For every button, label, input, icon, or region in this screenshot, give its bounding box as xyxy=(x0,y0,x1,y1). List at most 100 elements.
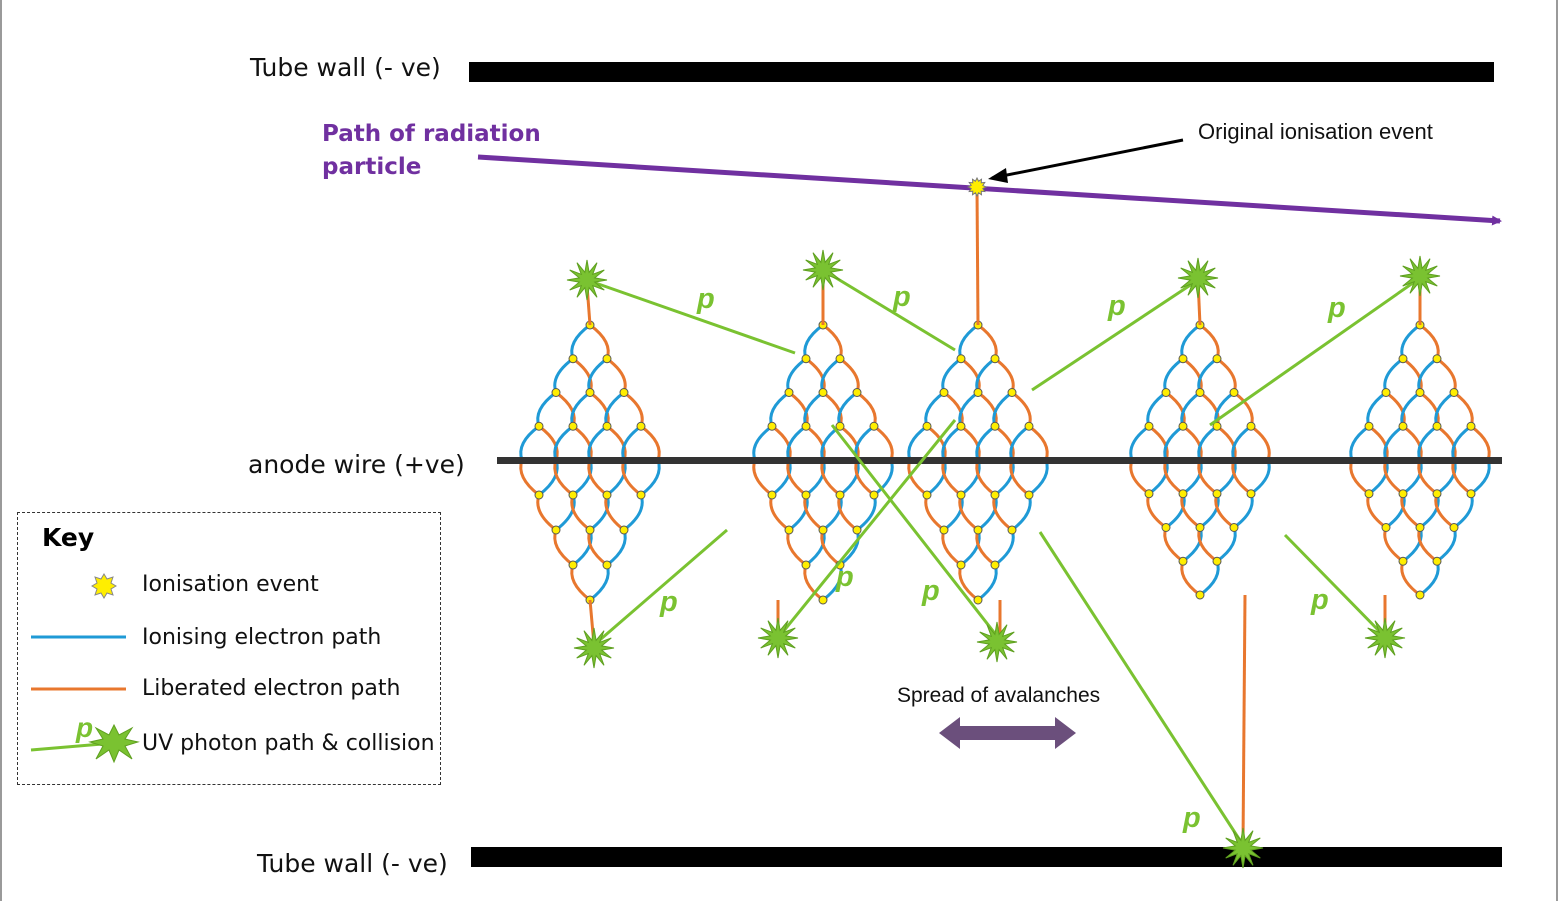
original-ionisation-event-dot xyxy=(966,176,988,198)
ionisation-event-dot xyxy=(1144,489,1154,499)
ionising-electron-path xyxy=(1453,493,1474,529)
ionisation-event-dot xyxy=(1212,489,1222,499)
ionisation-event-dot xyxy=(1246,421,1256,431)
ionisation-event-dot xyxy=(585,525,595,535)
ionisation-event-dot xyxy=(1432,556,1442,566)
ionisation-event-dot xyxy=(1178,556,1188,566)
ionisation-event-dot xyxy=(551,388,561,397)
ionising-electron-path xyxy=(1470,459,1491,495)
ionisation-event-dot xyxy=(784,388,794,397)
ionisation-event-dot xyxy=(619,388,629,397)
photon-label: p xyxy=(1108,290,1126,322)
ionising-electron-path xyxy=(1216,526,1237,563)
ionisation-event-dot xyxy=(551,525,561,535)
ionisation-event-dot xyxy=(568,354,578,364)
ionisation-event-dot xyxy=(602,421,612,431)
ionisation-event-dot xyxy=(1161,388,1171,397)
ionising-electron-path xyxy=(1011,494,1032,532)
ionisation-event-dot xyxy=(801,421,811,431)
ionisation-event-dot xyxy=(1161,523,1171,532)
photon-label: p xyxy=(697,283,715,315)
uv-collision-star xyxy=(566,259,608,301)
liberated-electron-path xyxy=(589,323,610,360)
photon-label: p xyxy=(1311,584,1329,616)
liberated-electron-path xyxy=(1146,493,1167,529)
ionisation-event-dot xyxy=(1381,523,1391,532)
liberated-electron-path xyxy=(1366,493,1387,529)
ionising-electron-path xyxy=(1250,459,1271,495)
ionisation-event-dot xyxy=(818,525,828,535)
spread-arrow xyxy=(939,717,1076,749)
ionisation-event-dot xyxy=(1178,421,1188,431)
ionisation-event-dot xyxy=(956,560,966,570)
liberated-electron-path xyxy=(1436,357,1457,394)
ionisation-event-dot xyxy=(973,525,983,535)
key-box: Key p Ionisation event Ionising electron… xyxy=(17,512,441,785)
original-event-pointer xyxy=(991,138,1184,180)
ionisation-event-dot xyxy=(1007,388,1017,397)
ionisation-event-dot xyxy=(1364,421,1374,431)
ionising-electron-path xyxy=(977,564,998,602)
ionisation-event-dot xyxy=(1144,421,1154,431)
ionisation-event-dot xyxy=(602,560,612,570)
ionising-electron-path xyxy=(570,323,591,360)
ionisation-event-dot xyxy=(922,490,932,500)
ionisation-event-dot xyxy=(990,354,1000,364)
ionising-electron-path xyxy=(1366,391,1387,427)
ionising-electron-path xyxy=(1028,459,1049,497)
liberated-electron-path xyxy=(856,391,877,427)
ionising-electron-path xyxy=(1383,357,1404,394)
ionisation-event-dot xyxy=(767,421,777,431)
original-event xyxy=(966,138,1184,198)
ionising-electron-path xyxy=(994,529,1015,567)
ionising-electron-path xyxy=(769,391,790,427)
uv-collision-star xyxy=(1399,255,1441,297)
ionisation-event-dot xyxy=(568,421,578,431)
liberated-electron-path xyxy=(873,425,894,461)
radiation-path-label-line2: particle xyxy=(322,154,422,180)
ionisation-event-dot xyxy=(835,490,845,500)
tube-wall-bottom xyxy=(471,847,1502,867)
ionising-electron-path xyxy=(623,494,644,532)
uv-photon-path xyxy=(830,424,1002,641)
avalanche xyxy=(907,320,1049,605)
liberated-electron-path xyxy=(1250,425,1271,461)
ionisation-event-dot xyxy=(1212,421,1222,431)
liberated-electron-path xyxy=(924,494,945,532)
ionisation-event-dot xyxy=(636,490,646,500)
ionisation-event-dot xyxy=(990,560,1000,570)
ionisation-event-dot xyxy=(1178,489,1188,499)
uv-photon-path xyxy=(586,278,796,355)
photon-label: p xyxy=(1328,292,1346,324)
ionising-electron-path xyxy=(958,323,979,360)
key-label-ionising-path: Ionising electron path xyxy=(142,625,382,650)
radiation-path-label: Path of radiation particle xyxy=(322,118,541,184)
ionising-electron-path xyxy=(1400,323,1421,360)
liberated-electron-path xyxy=(1241,594,1247,846)
liberated-electron-path xyxy=(1129,459,1150,495)
ionising-electron-path xyxy=(536,391,557,427)
ionisation-event-dot xyxy=(973,388,983,397)
avalanches xyxy=(519,187,1491,846)
liberated-electron-path xyxy=(623,391,644,427)
uv-photon-paths xyxy=(586,268,1421,846)
ionisation-event-dot xyxy=(585,388,595,397)
original-event-label: Original ionisation event xyxy=(1198,119,1433,144)
ionisation-event-dot xyxy=(1024,490,1034,500)
liberated-electron-path xyxy=(570,564,591,602)
ionisation-event-dot xyxy=(1432,421,1442,431)
ionisation-event-dot xyxy=(1381,388,1391,397)
ionisation-event-dot xyxy=(1432,354,1442,364)
ionisation-event-dot xyxy=(1398,489,1408,499)
ionisation-event-dot xyxy=(956,354,966,364)
ionisation-event-dot xyxy=(1449,523,1459,532)
liberated-electron-path xyxy=(553,529,574,567)
ionisation-event-dot xyxy=(956,490,966,500)
liberated-electron-path xyxy=(822,323,843,360)
ionisation-event-dot xyxy=(1398,421,1408,431)
ionisation-event-dot xyxy=(1398,354,1408,364)
photon-label: p xyxy=(1183,802,1201,834)
liberated-electron-path xyxy=(1349,459,1370,495)
uv-collision-star xyxy=(1364,617,1406,659)
uv-collision-star xyxy=(976,621,1018,663)
